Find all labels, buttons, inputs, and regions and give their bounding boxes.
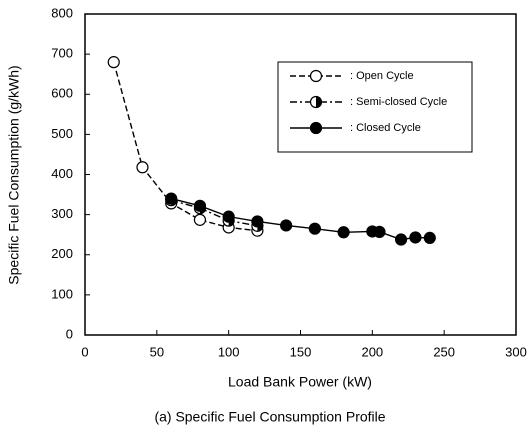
marker [309,69,323,83]
x-tick-label: 50 [150,344,164,359]
x-tick-label: 100 [218,344,240,359]
x-axis-label: Load Bank Power (kW) [228,374,372,390]
marker [193,199,207,212]
x-tick-label: 300 [505,344,527,359]
marker [423,231,436,244]
marker [337,226,350,239]
legend-label: : Semi-closed Cycle [350,96,447,108]
x-tick-label: 200 [361,344,383,359]
x-tick-label: 0 [81,344,88,359]
legend-label: : Closed Cycle [350,122,421,134]
series-line [171,197,430,241]
chart-title: (a) Specific Fuel Consumption Profile [154,409,385,425]
marker-half [316,96,322,108]
marker [193,213,207,226]
y-tick-label: 400 [51,166,73,181]
marker [251,215,264,228]
marker [309,95,323,109]
marker [409,231,422,244]
marker [165,192,178,205]
y-tick-label: 0 [66,326,73,341]
y-tick-label: 500 [51,126,73,141]
x-tick-label: 150 [290,344,312,359]
marker [394,233,408,246]
x-tick-label: 250 [433,344,455,359]
marker [309,121,323,135]
y-tick-label: 100 [51,286,73,301]
marker [373,225,386,238]
marker [107,56,120,69]
y-tick-label: 800 [51,5,73,20]
y-tick-label: 200 [51,246,73,261]
y-tick-label: 700 [51,46,73,61]
y-tick-label: 300 [51,206,73,221]
y-axis-label: Specific Fuel Consumption (g/kWh) [6,65,22,284]
series-line [171,199,258,227]
marker [280,219,293,232]
legend-label: : Open Cycle [350,70,414,82]
marker [308,222,321,235]
y-tick-label: 600 [51,86,73,101]
marker [136,161,149,174]
series-line [113,61,258,232]
marker [222,210,235,223]
